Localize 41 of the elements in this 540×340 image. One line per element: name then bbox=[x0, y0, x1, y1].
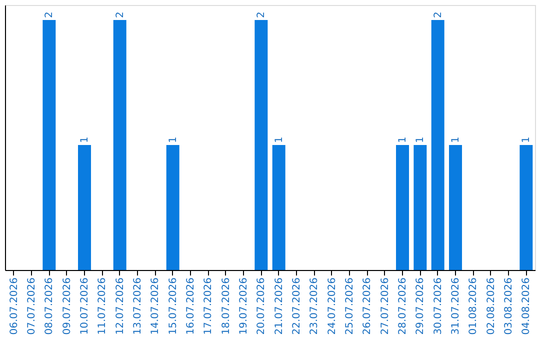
x-tick-label: 23.07.2026 bbox=[309, 278, 320, 335]
data-label: 1 bbox=[521, 136, 532, 143]
x-tick-label: 25.07.2026 bbox=[344, 278, 356, 335]
x-tick-label: 21.07.2026 bbox=[274, 278, 285, 335]
x-tick-label: 16.07.2026 bbox=[186, 278, 196, 335]
x-tick-label: 03.08.2026 bbox=[504, 278, 514, 335]
x-tick-label: 15.07.2026 bbox=[168, 278, 179, 335]
data-label: 1 bbox=[415, 136, 426, 143]
data-label: 2 bbox=[114, 12, 126, 18]
x-tick-label: 29.07.2026 bbox=[415, 278, 426, 335]
x-tick-label: 08.07.2026 bbox=[44, 278, 56, 335]
x-tick-label: 11.07.2026 bbox=[97, 278, 108, 335]
x-tick-label: 24.07.2026 bbox=[326, 278, 338, 335]
x-tick-label: 09.07.2026 bbox=[62, 278, 73, 335]
x-tick-label: 30.07.2026 bbox=[432, 278, 444, 335]
x-tick-label: 04.08.2026 bbox=[521, 278, 532, 335]
data-label: 1 bbox=[168, 136, 179, 143]
data-label: 1 bbox=[274, 136, 285, 143]
data-label: 1 bbox=[398, 136, 408, 143]
x-tick-label: 28.07.2026 bbox=[398, 278, 408, 335]
data-label: 2 bbox=[44, 12, 56, 18]
x-tick-label: 19.07.2026 bbox=[238, 278, 250, 335]
x-tick-label: 06.07.2026 bbox=[8, 278, 20, 335]
x-tick-label: 22.07.2026 bbox=[292, 278, 302, 335]
x-tick-label: 01.08.2026 bbox=[468, 278, 480, 335]
x-tick-label: 18.07.2026 bbox=[220, 278, 232, 335]
x-tick-label: 07.07.2026 bbox=[26, 278, 38, 335]
x-tick-label: 31.07.2026 bbox=[450, 278, 462, 335]
x-tick-label: 27.07.2026 bbox=[380, 278, 391, 335]
data-label: 2 bbox=[432, 12, 444, 18]
x-tick-label: 13.07.2026 bbox=[132, 278, 144, 335]
x-tick-label: 20.07.2026 bbox=[256, 278, 268, 335]
x-tick-label: 26.07.2026 bbox=[362, 278, 374, 335]
data-label: 1 bbox=[450, 136, 462, 143]
x-tick-label: 17.07.2026 bbox=[203, 278, 214, 335]
data-label: 1 bbox=[80, 136, 90, 143]
x-tick-label: 10.07.2026 bbox=[80, 278, 90, 335]
data-label: 2 bbox=[256, 12, 268, 18]
x-tick-label: 02.08.2026 bbox=[486, 278, 497, 335]
x-tick-label: 14.07.2026 bbox=[150, 278, 162, 335]
x-tick-label: 12.07.2026 bbox=[114, 278, 126, 335]
